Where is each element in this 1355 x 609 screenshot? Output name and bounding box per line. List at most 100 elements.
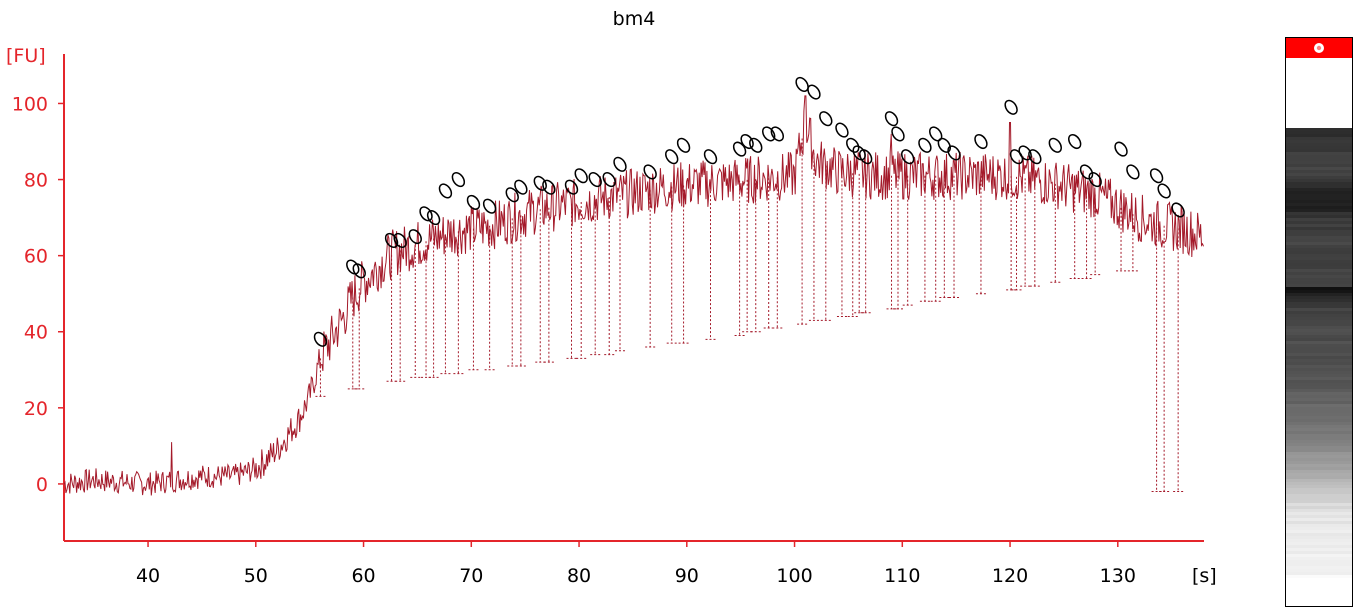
peak-marker (929, 126, 943, 142)
gel-band (1286, 419, 1352, 422)
gel-band (1286, 560, 1352, 563)
gel-band (1286, 506, 1352, 509)
peak-marker (451, 172, 466, 188)
y-tick-label: 0 (36, 474, 48, 496)
gel-band (1286, 422, 1352, 425)
gel-band (1286, 278, 1352, 281)
gel-band (1286, 338, 1352, 341)
x-tick-label: 110 (884, 565, 920, 587)
gel-band (1286, 500, 1352, 503)
gel-band (1286, 128, 1352, 131)
peak-marker (533, 175, 547, 191)
peak-marker (613, 156, 627, 172)
peak-marker (835, 122, 849, 138)
gel-band (1286, 509, 1352, 512)
gel-band (1286, 266, 1352, 269)
peak-marker (795, 76, 809, 92)
gel-band (1286, 464, 1352, 467)
gel-band (1286, 416, 1352, 419)
gel-band (1286, 188, 1352, 191)
gel-band (1286, 536, 1352, 539)
y-tick-label: 40 (24, 322, 48, 344)
gel-band (1286, 143, 1352, 146)
gel-band (1286, 551, 1352, 554)
gel-band (1286, 149, 1352, 152)
gel-band (1286, 161, 1352, 164)
gel-band (1286, 233, 1352, 236)
peak-marker (937, 137, 952, 153)
gel-band (1286, 254, 1352, 257)
gel-band (1286, 176, 1352, 179)
gel-band (1286, 131, 1352, 134)
x-tick-label: 90 (675, 565, 699, 587)
peak-marker (1018, 145, 1032, 161)
gel-band (1286, 449, 1352, 452)
gel-band (1286, 383, 1352, 386)
gel-band (1286, 431, 1352, 434)
gel-band (1286, 227, 1352, 230)
gel-band (1286, 242, 1352, 245)
gel-band (1286, 515, 1352, 518)
y-tick-label: 100 (12, 93, 48, 115)
gel-band (1286, 182, 1352, 185)
gel-band (1286, 398, 1352, 401)
peak-marker (1114, 141, 1128, 157)
gel-band (1286, 245, 1352, 248)
peak-marker (1028, 149, 1042, 165)
peak-marker (740, 133, 754, 150)
gel-band (1286, 314, 1352, 317)
gel-band (1286, 467, 1352, 470)
gel-band (1286, 446, 1352, 449)
y-tick-label: 20 (24, 398, 48, 420)
y-tick-label: 80 (24, 170, 48, 192)
gel-band (1286, 545, 1352, 548)
peak-marker (408, 229, 422, 245)
peak-marker (665, 149, 679, 165)
x-tick-label: 40 (136, 565, 160, 587)
signal-trace (63, 95, 1204, 496)
gel-band (1286, 290, 1352, 293)
gel-band (1286, 185, 1352, 188)
gel-band (1286, 548, 1352, 551)
gel-band (1286, 377, 1352, 380)
peak-marker (1088, 172, 1102, 188)
gel-band (1286, 554, 1352, 557)
peak-marker (574, 168, 588, 184)
gel-band (1286, 221, 1352, 224)
gel-band (1286, 251, 1352, 254)
gel-band (1286, 380, 1352, 383)
gel-band (1286, 440, 1352, 443)
electropherogram-chart: bm4 [FU] [s] 0 20 40 60 80 100 40 50 60 70 80 90 100… (6, 8, 1217, 587)
trace-path (63, 95, 1204, 496)
peak-marker (770, 126, 784, 142)
gel-band (1286, 287, 1352, 290)
gel-band (1286, 299, 1352, 302)
gel-band (1286, 275, 1352, 278)
gel-band (1286, 413, 1352, 416)
gel-band (1286, 458, 1352, 461)
peak-marker (514, 179, 528, 195)
gel-band (1286, 563, 1352, 566)
gel-band (1286, 428, 1352, 431)
peak-marker (1079, 164, 1094, 180)
gel-band (1286, 425, 1352, 428)
peak-marker (466, 194, 481, 210)
gel-band (1286, 479, 1352, 482)
gel-band (1286, 239, 1352, 242)
peak-markers (313, 76, 1185, 347)
gel-band (1286, 263, 1352, 266)
gel-band (1286, 332, 1352, 335)
gel-band (1286, 179, 1352, 182)
gel-band (1286, 212, 1352, 215)
gel-band (1286, 206, 1352, 209)
gel-band (1286, 470, 1352, 473)
gel-band (1286, 140, 1352, 143)
gel-band (1286, 323, 1352, 326)
x-tick-label: 100 (776, 565, 812, 587)
x-tick-label: 120 (992, 565, 1028, 587)
peak-marker (846, 137, 860, 153)
gel-band (1286, 350, 1352, 353)
gel-band (1286, 164, 1352, 167)
peak-marker (505, 187, 519, 203)
gel-band (1286, 368, 1352, 371)
